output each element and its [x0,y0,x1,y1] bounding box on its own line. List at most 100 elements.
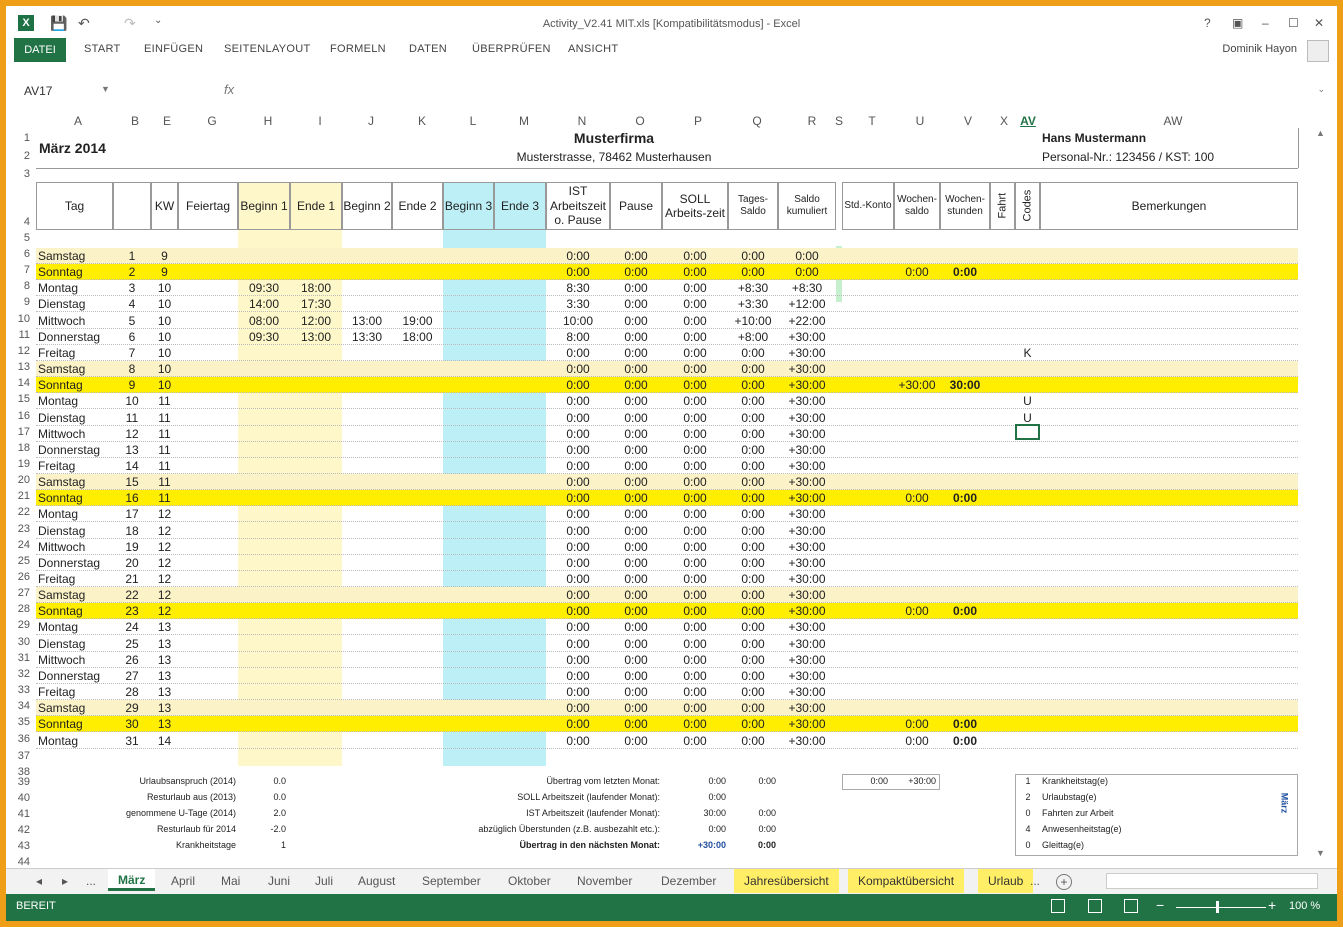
sheet-tab-august[interactable]: August [358,874,396,888]
saldo-value[interactable]: +22:00 [788,313,826,328]
tagessaldo-value[interactable]: 0:00 [741,701,765,716]
row-number[interactable]: 19 [17,457,30,470]
ist-value[interactable]: 0:00 [566,394,590,409]
ist-value[interactable]: 0:00 [566,668,590,683]
beginn2-value[interactable]: 13:00 [351,313,383,328]
row-number[interactable]: 4 [23,216,30,228]
code-value[interactable]: K [1023,345,1032,360]
kw-value[interactable]: 10 [157,281,172,296]
undo-icon[interactable]: ↶ [78,15,90,31]
redo-icon[interactable]: ↷ [124,15,136,31]
day-number[interactable]: 12 [125,426,139,441]
day-number[interactable]: 16 [125,491,139,506]
saldo-value[interactable]: +30:00 [788,410,826,425]
tagessaldo-value[interactable]: 0:00 [741,442,765,457]
row-number[interactable]: 2 [23,150,30,162]
table-row[interactable]: Freitag 7 10 0:00 0:00 0:00 0:00 +30:00 K [36,345,1298,361]
soll-value[interactable]: 0:00 [683,539,707,554]
tagessaldo-value[interactable]: +8:00 [737,329,769,344]
pause-value[interactable]: 0:00 [624,345,648,360]
table-row[interactable]: Montag 24 13 0:00 0:00 0:00 0:00 +30:00 [36,619,1298,636]
soll-value[interactable]: 0:00 [683,523,707,538]
ist-value[interactable]: 0:00 [566,491,590,506]
tab-insert[interactable]: EINFÜGEN [144,43,204,55]
pause-value[interactable]: 0:00 [624,394,648,409]
month-title[interactable]: März 2014 [39,140,106,156]
pause-value[interactable]: 0:00 [624,507,648,522]
pause-value[interactable]: 0:00 [624,685,648,700]
summary-mid-value[interactable]: +30:00 [697,840,726,850]
scroll-down-icon[interactable]: ▼ [1316,848,1325,858]
day-number[interactable]: 22 [125,588,139,603]
soll-value[interactable]: 0:00 [683,394,707,409]
saldo-value[interactable]: +30:00 [788,523,826,538]
row-number[interactable]: 20 [17,474,30,487]
saldo-value[interactable]: +30:00 [788,345,826,360]
close-button[interactable]: ✕ [1314,16,1325,30]
ist-value[interactable]: 8:30 [566,281,590,296]
pause-value[interactable]: 0:00 [624,265,648,280]
column-header[interactable]: AW [1163,114,1183,128]
day-name[interactable]: Mittwoch [38,426,86,441]
day-name[interactable]: Montag [38,620,79,635]
saldo-value[interactable]: +30:00 [788,652,826,667]
summary-value[interactable]: 0.0 [273,792,286,802]
sheet-tab-november[interactable]: November [577,874,633,888]
maximize-button[interactable]: ☐ [1288,16,1299,30]
ist-value[interactable]: 0:00 [566,362,590,377]
table-row[interactable]: Donnerstag 6 10 09:30 13:00 13:30 18:00 8:00 0:0… [36,329,1298,345]
row-number[interactable]: 40 [17,792,30,804]
day-number[interactable]: 10 [125,394,139,409]
table-row[interactable]: Mittwoch 5 10 08:00 12:00 13:00 19:00 10:00 0:00… [36,313,1298,329]
summary-value[interactable]: 0.0 [273,776,286,786]
column-header[interactable]: A [73,114,82,128]
kw-value[interactable]: 11 [158,458,171,473]
day-name[interactable]: Dienstag [38,297,86,312]
header-stdkonto[interactable]: Std.-Konto [842,182,894,230]
pause-value[interactable]: 0:00 [624,297,648,312]
saldo-value[interactable]: +30:00 [788,620,826,635]
day-number[interactable]: 9 [128,378,136,393]
header-beginn1[interactable]: Beginn 1 [238,182,290,230]
table-row[interactable]: Donnerstag 13 11 0:00 0:00 0:00 0:00 +30:00 [36,442,1298,458]
column-header[interactable]: M [519,114,529,128]
column-header[interactable]: I [318,114,322,128]
page-layout-view-icon[interactable] [1088,899,1102,913]
add-sheet-button[interactable]: + [1056,874,1072,890]
soll-value[interactable]: 0:00 [683,458,707,473]
kw-value[interactable]: 12 [157,507,172,522]
row-number[interactable]: 26 [17,571,30,583]
wochenstunden-value[interactable]: 30:00 [949,378,981,393]
sheet-tab-jahresuebersicht[interactable]: Jahresübersicht [734,869,839,893]
sheet-tab-urlaub[interactable]: Urlaub [978,869,1034,893]
header-pause[interactable]: Pause [610,182,662,230]
row-number[interactable]: 8 [23,280,30,293]
kw-value[interactable]: 12 [157,588,172,603]
beginn1-value[interactable]: 09:30 [248,329,280,344]
tab-page-layout[interactable]: SEITENLAYOUT [224,43,311,55]
pause-value[interactable]: 0:00 [624,523,648,538]
table-row[interactable]: Dienstag 18 12 0:00 0:00 0:00 0:00 +30:00 [36,523,1298,539]
table-row[interactable]: Mittwoch 19 12 0:00 0:00 0:00 0:00 +30:00 [36,539,1298,555]
tagessaldo-value[interactable]: 0:00 [741,378,765,393]
saldo-value[interactable]: +30:00 [788,458,826,473]
row-number[interactable]: 43 [17,840,30,852]
tab-file[interactable]: DATEI [14,38,66,62]
saldo-value[interactable]: +30:00 [788,394,826,409]
code-legend-count[interactable]: 4 [1025,824,1031,834]
pause-value[interactable]: 0:00 [624,572,648,586]
sheet-tab-kompaktuebersicht[interactable]: Kompaktübersicht [848,869,965,893]
table-row[interactable]: Mittwoch 26 13 0:00 0:00 0:00 0:00 +30:00 [36,652,1298,668]
table-row[interactable]: Dienstag 11 11 0:00 0:00 0:00 0:00 +30:00 U [36,410,1298,426]
ist-value[interactable]: 0:00 [566,410,590,425]
day-name[interactable]: Mittwoch [38,313,86,328]
column-header-selected[interactable]: AV [1020,114,1036,128]
table-row[interactable]: Sonntag 30 13 0:00 0:00 0:00 0:00 +30:00 0:00 0:0… [36,716,1298,733]
konto-summary-b[interactable]: +30:00 [908,776,936,786]
kw-value[interactable]: 14 [157,733,172,748]
kw-value[interactable]: 13 [157,685,172,700]
ist-value[interactable]: 0:00 [566,249,590,263]
tagessaldo-value[interactable]: 0:00 [741,668,765,683]
row-number[interactable]: 10 [17,312,30,325]
ende1-value[interactable]: 13:00 [300,329,332,344]
